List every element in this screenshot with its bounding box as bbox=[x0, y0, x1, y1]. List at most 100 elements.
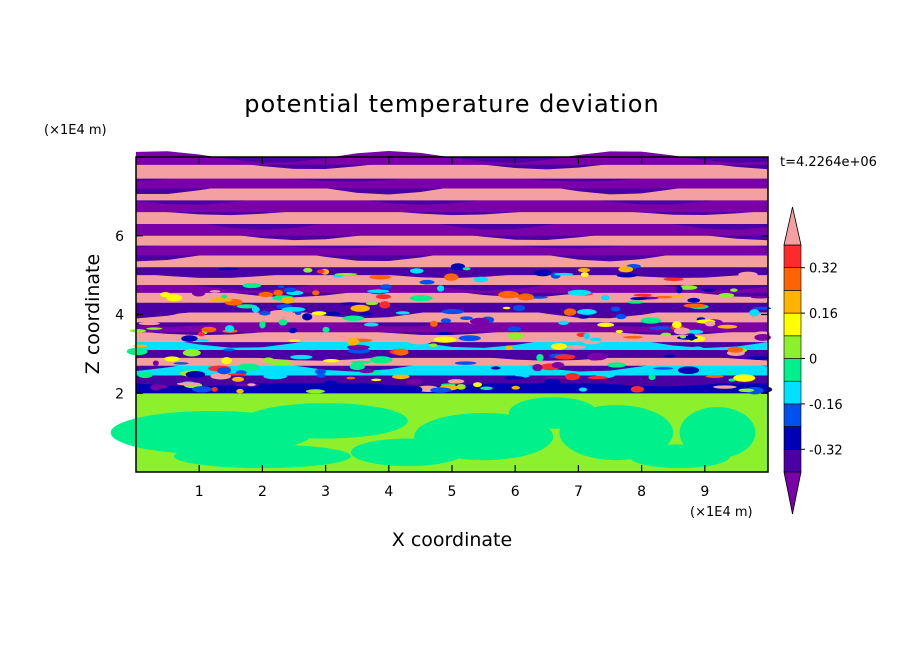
upper-band bbox=[136, 209, 768, 224]
eddy-mark bbox=[730, 288, 738, 292]
eddy-mark bbox=[340, 302, 363, 305]
eddy-mark bbox=[558, 320, 569, 325]
eddy-mark bbox=[138, 322, 160, 326]
eddy-mark bbox=[705, 375, 724, 378]
eddy-mark bbox=[409, 295, 433, 302]
eddy-mark bbox=[672, 321, 682, 329]
eddy-mark bbox=[316, 269, 325, 274]
eddy-mark bbox=[133, 344, 148, 348]
eddy-mark bbox=[676, 285, 683, 294]
eddy-mark bbox=[129, 329, 147, 333]
eddy-mark bbox=[232, 376, 245, 382]
colorbar-segment bbox=[783, 244, 802, 269]
eddy-mark bbox=[302, 345, 322, 351]
x-tick-label: 3 bbox=[321, 484, 330, 500]
eddy-mark bbox=[511, 385, 520, 390]
eddy-mark bbox=[237, 363, 261, 371]
y-unit-label: (×1E4 m) bbox=[44, 123, 107, 138]
field-eddies bbox=[110, 263, 773, 469]
eddy-mark bbox=[242, 282, 262, 289]
plot-area bbox=[110, 151, 773, 473]
eddy-mark bbox=[502, 306, 511, 310]
eddy-mark bbox=[545, 376, 567, 379]
eddy-mark bbox=[589, 337, 602, 342]
eddy-mark bbox=[615, 329, 624, 333]
eddy-mark bbox=[375, 294, 391, 300]
eddy-mark bbox=[322, 326, 330, 333]
eddy-mark bbox=[718, 292, 735, 298]
eddy-mark bbox=[436, 285, 445, 292]
colorbar-segment bbox=[783, 403, 802, 427]
eddy-mark bbox=[440, 318, 452, 323]
eddy-mark bbox=[679, 335, 687, 339]
eddy-mark bbox=[578, 315, 589, 319]
eddy-mark bbox=[640, 317, 662, 324]
chart-title: potential temperature deviation bbox=[244, 90, 659, 118]
eddy-mark bbox=[517, 293, 534, 301]
eddy-mark bbox=[738, 271, 758, 278]
eddy-mark bbox=[580, 272, 589, 278]
eddy-mark bbox=[294, 311, 302, 315]
upper-band bbox=[136, 242, 768, 256]
eddy-mark bbox=[480, 386, 493, 391]
eddy-mark bbox=[281, 306, 306, 312]
eddy-mark bbox=[462, 267, 471, 271]
eddy-mark bbox=[191, 289, 206, 297]
eddy-mark bbox=[513, 305, 526, 312]
eddy-mark bbox=[607, 362, 626, 368]
eddy-mark bbox=[752, 306, 772, 310]
eddy-mark bbox=[302, 313, 313, 321]
eddy-mark bbox=[430, 387, 452, 393]
colorbar-tick-label: 0 bbox=[809, 353, 817, 368]
eddy-mark bbox=[747, 356, 768, 360]
upper-band bbox=[136, 175, 768, 189]
colorbar-bottom-triangle bbox=[783, 471, 802, 515]
eddy-mark bbox=[281, 296, 295, 304]
y-tick-label: 4 bbox=[115, 308, 124, 324]
eddy-mark bbox=[454, 361, 477, 365]
eddy-mark bbox=[217, 267, 239, 271]
eddy-mark bbox=[350, 360, 371, 364]
eddy-mark bbox=[615, 313, 627, 320]
colorbar-segment bbox=[783, 380, 802, 405]
x-axis: 1 2 3 4 5 6 7 8 9 bbox=[195, 157, 709, 500]
eddy-mark bbox=[323, 311, 341, 316]
eddy-mark bbox=[565, 372, 580, 381]
eddy-mark bbox=[630, 297, 648, 301]
upper-band bbox=[136, 160, 768, 179]
eddy-mark bbox=[618, 266, 634, 273]
eddy-mark bbox=[303, 267, 313, 273]
eddy-mark bbox=[349, 363, 365, 371]
eddy-mark bbox=[311, 311, 327, 316]
eddy-mark bbox=[314, 368, 327, 375]
eddy-mark bbox=[473, 382, 482, 388]
eddy-mark bbox=[503, 376, 525, 380]
eddy-mark bbox=[505, 345, 513, 351]
y-axis: 2 4 6 bbox=[115, 229, 768, 402]
eddy-mark bbox=[369, 274, 391, 280]
colorbar-segment bbox=[783, 290, 802, 314]
eddy-mark bbox=[270, 360, 293, 366]
lower-eddy bbox=[508, 397, 598, 429]
x-tick-label: 5 bbox=[448, 484, 457, 500]
eddy-mark bbox=[126, 347, 148, 356]
eddy-mark bbox=[683, 303, 706, 308]
eddy-mark bbox=[201, 326, 217, 333]
eddy-mark bbox=[710, 367, 726, 373]
eddy-mark bbox=[323, 358, 340, 363]
eddy-mark bbox=[473, 276, 489, 283]
eddy-mark bbox=[450, 263, 466, 271]
eddy-mark bbox=[197, 331, 205, 337]
eddy-mark bbox=[563, 308, 577, 316]
eddy-mark bbox=[701, 288, 716, 292]
eddy-mark bbox=[583, 332, 590, 340]
eddy-mark bbox=[704, 320, 716, 327]
eddy-mark bbox=[578, 268, 591, 273]
eddy-mark bbox=[655, 295, 673, 299]
eddy-mark bbox=[236, 304, 258, 309]
eddy-mark bbox=[738, 388, 755, 393]
eddy-mark bbox=[749, 309, 760, 317]
colorbar-segment bbox=[783, 267, 802, 291]
eddy-mark bbox=[677, 366, 700, 375]
